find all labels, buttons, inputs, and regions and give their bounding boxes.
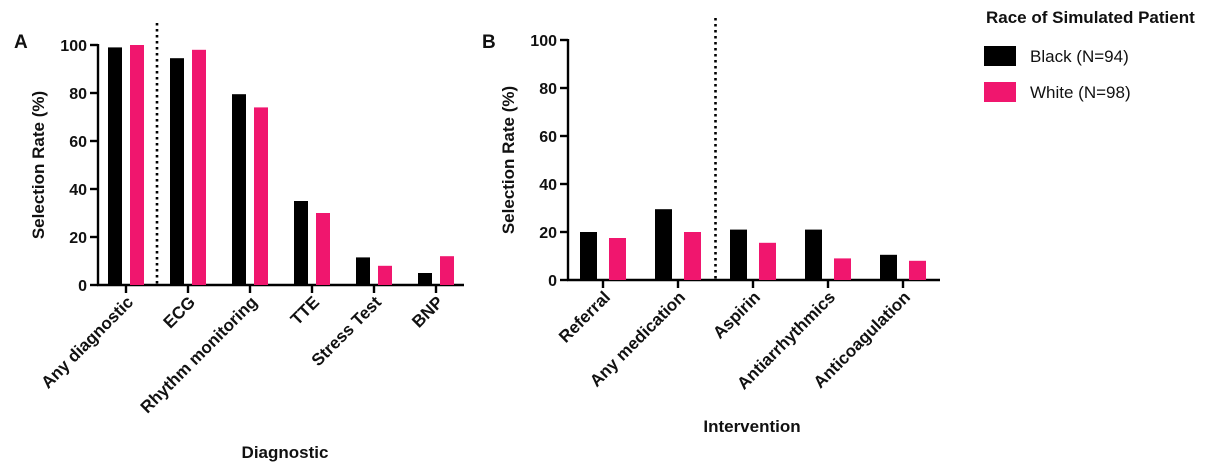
y-tick-label: 40: [69, 182, 87, 199]
x-category-label: Referral: [555, 288, 614, 347]
bar-black: [418, 273, 432, 285]
legend-swatch-white: [984, 82, 1016, 102]
bar-black: [655, 209, 672, 280]
y-tick-label: 60: [539, 129, 557, 146]
y-tick-label: 100: [530, 33, 557, 50]
bar-white: [609, 238, 626, 280]
x-category-label: ECG: [160, 293, 199, 332]
bar-white: [378, 265, 392, 285]
bar-white: [684, 232, 701, 280]
y-axis-title: Selection Rate (%): [499, 86, 518, 234]
y-tick-label: 60: [69, 134, 87, 151]
bar-white: [759, 242, 776, 280]
x-axis-title: Diagnostic: [242, 443, 329, 462]
panel-label: B: [482, 32, 496, 53]
legend-label-black: Black (N=94): [1030, 47, 1129, 66]
x-category-label: Rhythm monitoring: [137, 293, 261, 417]
y-tick-label: 80: [69, 86, 87, 103]
bar-black: [108, 47, 122, 286]
bar-black: [805, 229, 822, 280]
bar-black: [580, 232, 597, 280]
bar-black: [356, 257, 370, 285]
x-category-label: Aspirin: [709, 288, 764, 343]
bar-white: [254, 107, 268, 286]
legend-title: Race of Simulated Patient: [986, 8, 1195, 27]
x-axis-title: Intervention: [703, 417, 800, 436]
panel-b-chart: B 0 20 40 60 80 100 Selection Rate (%) Referral A…: [482, 18, 940, 436]
y-tick-label: 100: [60, 38, 87, 55]
bar-white: [440, 256, 454, 285]
bar-white: [192, 49, 206, 285]
bar-white: [130, 45, 144, 285]
x-category-label: TTE: [287, 293, 323, 329]
legend: Race of Simulated Patient Black (N=94) W…: [984, 8, 1195, 102]
panel-label: A: [14, 32, 28, 53]
bar-white: [834, 258, 851, 280]
bar-white: [316, 213, 330, 285]
bar-black: [730, 229, 747, 280]
y-tick-label: 40: [539, 177, 557, 194]
x-category-label: Any diagnostic: [37, 293, 137, 393]
bar-black: [880, 254, 897, 280]
panel-a-chart: A 0 20 40 60 80 100 Selection Rate (%) Any diagn…: [14, 23, 464, 462]
y-tick-label: 80: [539, 81, 557, 98]
bar-black: [294, 201, 308, 285]
x-category-label: BNP: [408, 293, 447, 332]
bar-black: [232, 94, 246, 285]
legend-label-white: White (N=98): [1030, 83, 1131, 102]
y-tick-label: 20: [69, 230, 87, 247]
y-tick-label: 0: [548, 273, 557, 290]
bar-black: [170, 58, 184, 286]
legend-swatch-black: [984, 46, 1016, 66]
bar-white: [909, 260, 926, 280]
y-tick-label: 20: [539, 225, 557, 242]
y-axis-title: Selection Rate (%): [29, 91, 48, 239]
y-tick-label: 0: [78, 278, 87, 295]
